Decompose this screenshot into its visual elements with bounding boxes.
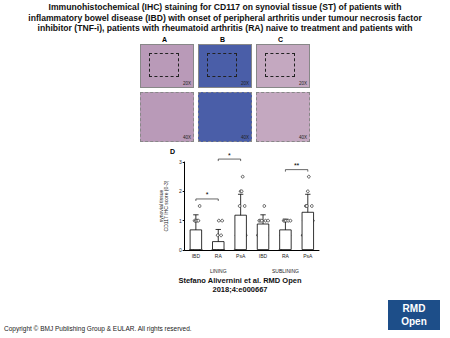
html-text:A: A bbox=[162, 36, 168, 43]
html-text:20X: 20X bbox=[183, 81, 191, 86]
svg-text:2: 2 bbox=[179, 188, 182, 194]
svg-text:**: ** bbox=[294, 162, 300, 169]
svg-text:IBD: IBD bbox=[259, 253, 268, 259]
svg-text:*: * bbox=[206, 191, 209, 198]
svg-text:CD117 IHC score (0-3): CD117 IHC score (0-3) bbox=[163, 180, 169, 231]
svg-text:1: 1 bbox=[179, 218, 182, 224]
html-text:Immunohistochemical (IHC) stai: Immunohistochemical (IHC) staining for C… bbox=[48, 2, 402, 12]
html-text:inflammatory bowel disease (IB: inflammatory bowel disease (IBD) with on… bbox=[28, 12, 422, 23]
html-text:20X: 20X bbox=[299, 81, 307, 86]
svg-text:IBD: IBD bbox=[192, 253, 201, 259]
svg-text:0: 0 bbox=[179, 247, 182, 253]
svg-text:RA: RA bbox=[215, 253, 223, 259]
html-text:40X: 40X bbox=[183, 135, 191, 140]
svg-text:PsA: PsA bbox=[236, 253, 246, 259]
html-text:40X: 40X bbox=[299, 135, 307, 140]
svg-text:synovial tissue: synovial tissue bbox=[157, 189, 164, 223]
html-text:Stefano Alivernini et al. RMD: Stefano Alivernini et al. RMD Open 2018;… bbox=[178, 276, 302, 294]
html-text:B: B bbox=[220, 36, 226, 43]
svg-text:*: * bbox=[228, 152, 231, 159]
html-text:C: C bbox=[278, 36, 284, 43]
svg-text:SUBLINING: SUBLINING bbox=[272, 268, 299, 274]
html-text:D: D bbox=[170, 148, 176, 155]
html-text:RMD: RMD bbox=[402, 303, 426, 314]
html-text:40X: 40X bbox=[241, 135, 249, 140]
svg-text:LINING: LINING bbox=[210, 268, 227, 274]
svg-text:PsA: PsA bbox=[303, 253, 313, 259]
svg-text:RA: RA bbox=[282, 253, 290, 259]
html-text:Copyright © BMJ Publishing Gro: Copyright © BMJ Publishing Group & EULAR… bbox=[4, 325, 192, 332]
svg-text:3: 3 bbox=[179, 159, 182, 165]
html-text:inhibitor (TNF-i), patients wi: inhibitor (TNF-i), patients with rheumat… bbox=[37, 23, 413, 33]
html-text:20X: 20X bbox=[241, 81, 249, 86]
html-text:Open: Open bbox=[401, 316, 427, 327]
